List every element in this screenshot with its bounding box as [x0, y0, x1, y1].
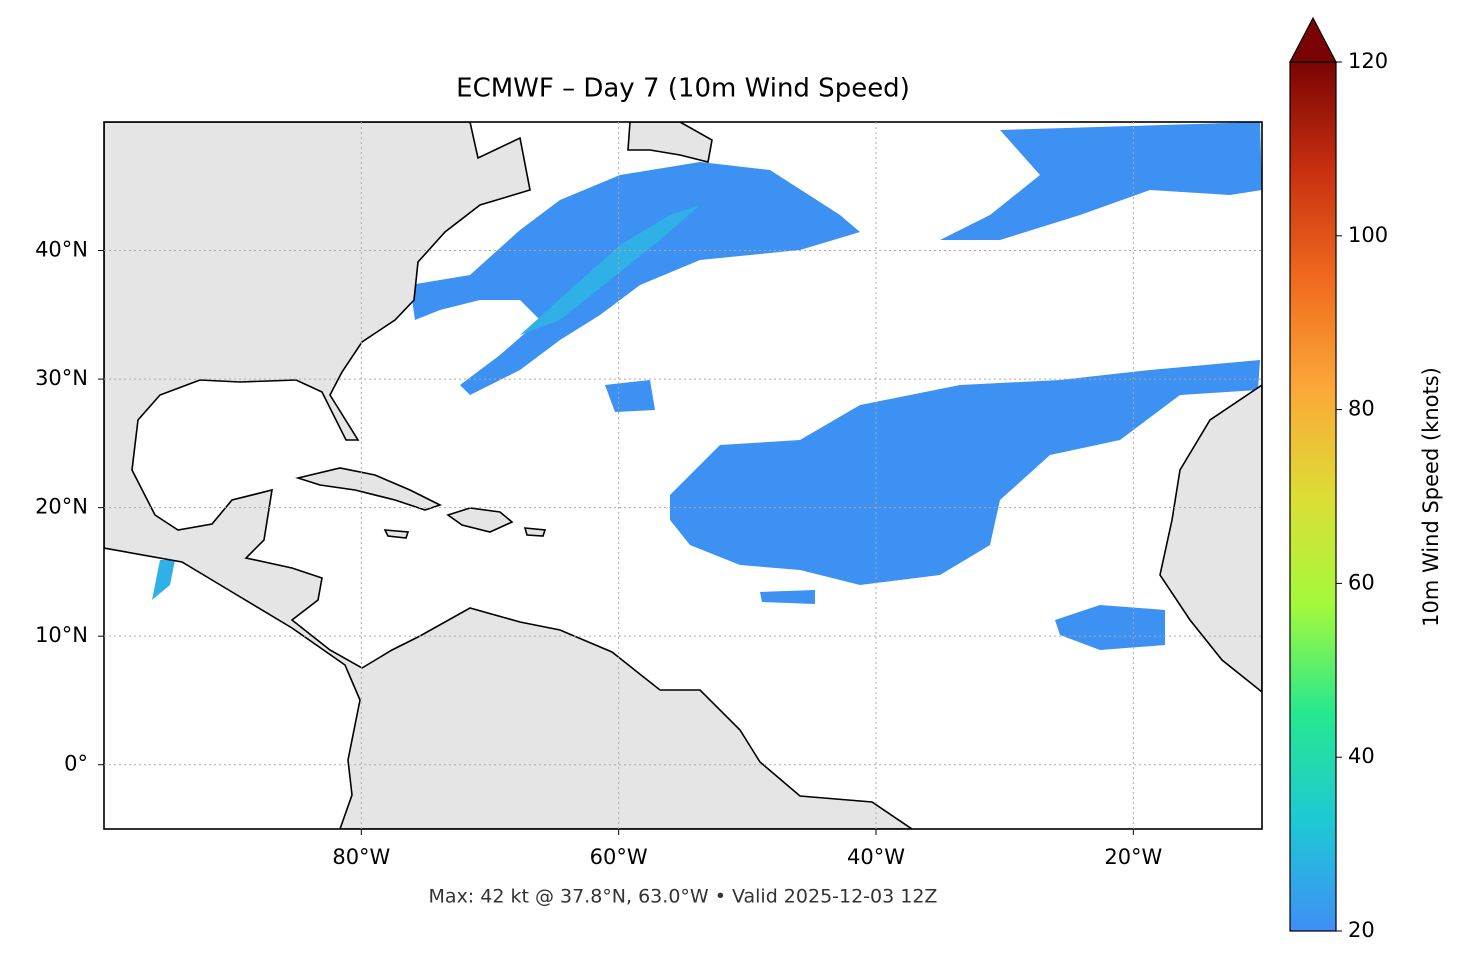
- wind-area: [410, 162, 860, 395]
- island: [383, 529, 410, 539]
- wind-area: [670, 360, 1260, 585]
- wind-area: [152, 560, 175, 600]
- landmass: [627, 122, 713, 163]
- x-tick-label: 60°W: [590, 845, 648, 869]
- island: [295, 467, 443, 511]
- wind-area: [1055, 605, 1165, 650]
- y-tick-label: 10°N: [35, 623, 88, 647]
- y-tick-label: 20°N: [35, 495, 88, 519]
- colorbar-tick-label: 20: [1348, 918, 1375, 942]
- y-tick-label: 0°: [64, 752, 88, 776]
- landmass: [1159, 384, 1262, 694]
- colorbar: [1289, 61, 1337, 932]
- wind-area: [520, 205, 700, 335]
- wind-area: [760, 590, 815, 604]
- colorbar-label: 10m Wind Speed (knots): [1419, 367, 1443, 627]
- chart-title: ECMWF – Day 7 (10m Wind Speed): [456, 74, 910, 104]
- y-tick-label: 30°N: [35, 366, 88, 390]
- colorbar-extend: [1289, 16, 1337, 63]
- x-tick-label: 20°W: [1104, 845, 1162, 869]
- wind-area: [605, 380, 655, 412]
- island: [523, 527, 547, 537]
- map-frame: [103, 121, 1263, 830]
- colorbar-tick-label: 120: [1348, 49, 1388, 73]
- colorbar-tick-label: 40: [1348, 744, 1375, 768]
- landmass: [104, 122, 914, 829]
- x-tick-label: 80°W: [332, 845, 390, 869]
- wind-field: [152, 122, 1262, 650]
- x-tick-label: 40°W: [847, 845, 905, 869]
- colorbar-tick-label: 60: [1348, 570, 1375, 594]
- land: [104, 122, 1262, 829]
- colorbar-tick-label: 80: [1348, 397, 1375, 421]
- map: [104, 122, 1262, 829]
- wind-area: [940, 122, 1262, 240]
- colorbar-tick-label: 100: [1348, 223, 1388, 247]
- subtitle: Max: 42 kt @ 37.8°N, 63.0°W • Valid 2025…: [429, 886, 938, 908]
- y-tick-label: 40°N: [35, 238, 88, 262]
